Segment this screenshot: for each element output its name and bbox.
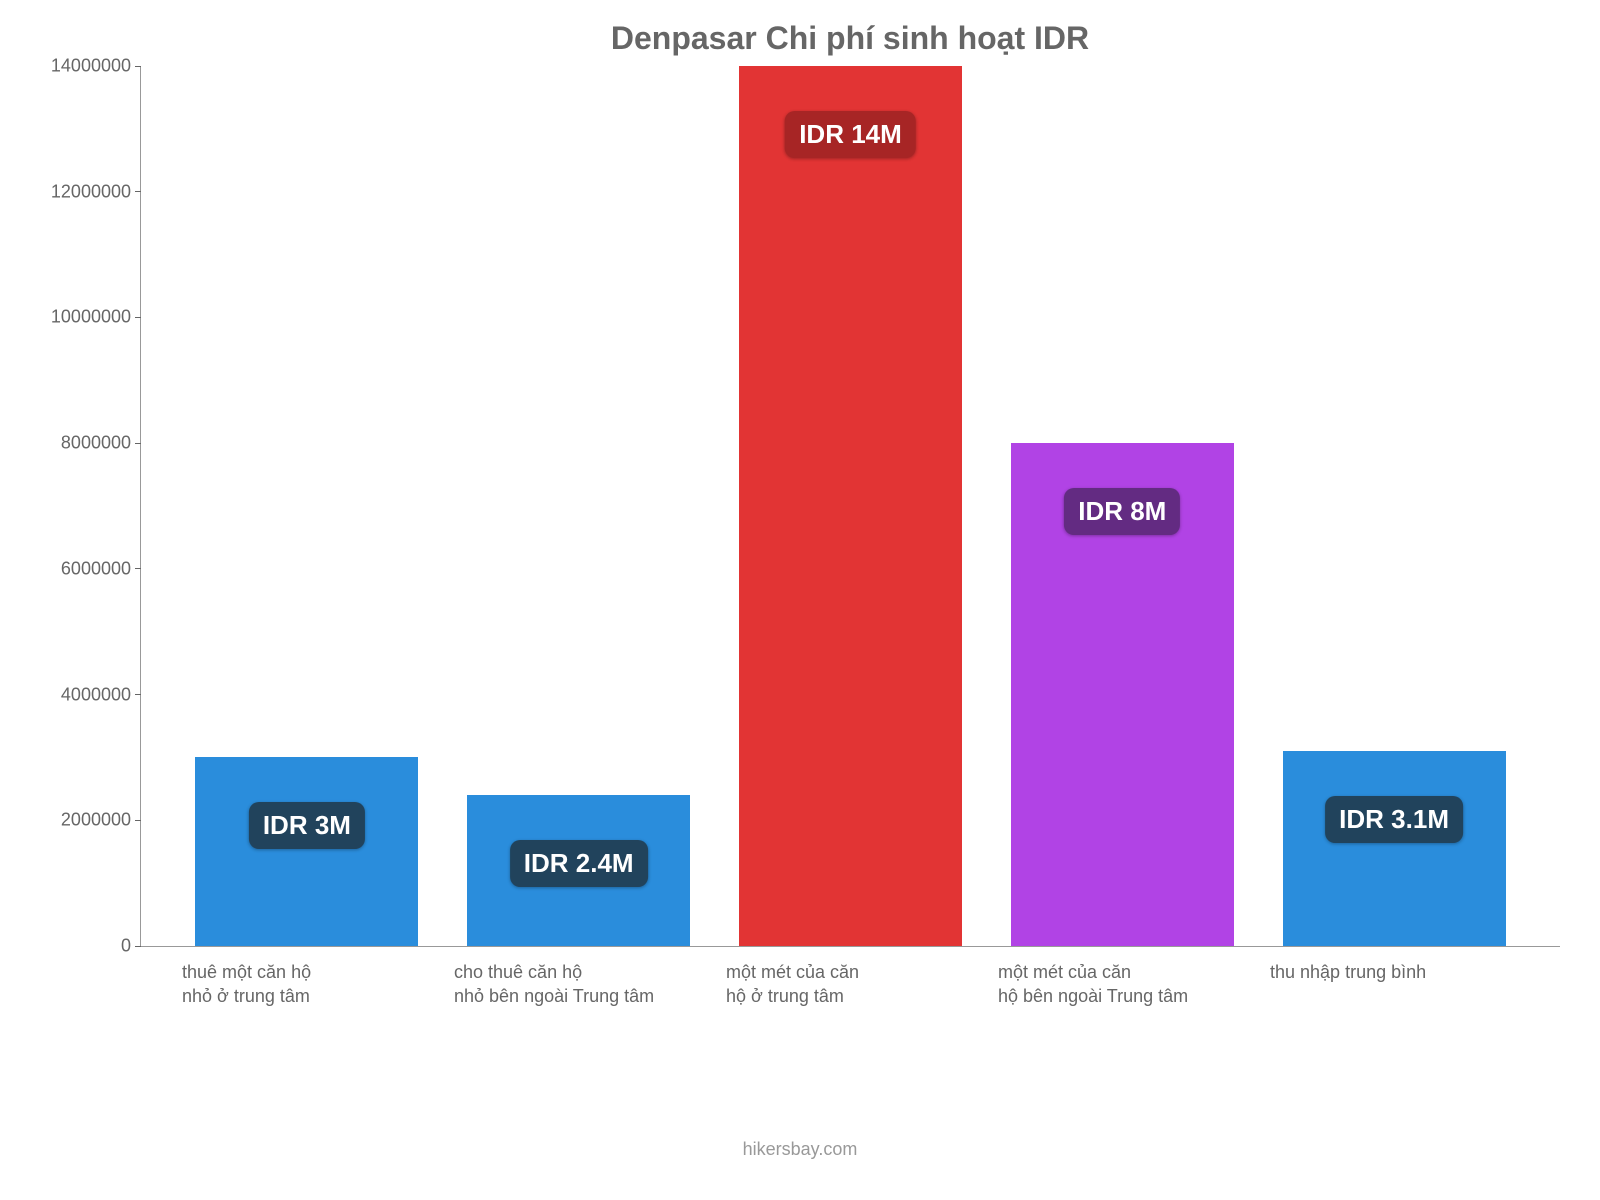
bar: IDR 2.4M xyxy=(467,795,690,946)
y-tick-label: 6000000 xyxy=(61,558,141,579)
attribution-text: hikersbay.com xyxy=(0,1139,1600,1160)
bars-group: IDR 3M IDR 2.4M IDR 14M IDR 8M IDR 3.1M xyxy=(141,67,1560,946)
y-tick-label: 2000000 xyxy=(61,810,141,831)
bar-slot: IDR 3.1M xyxy=(1258,67,1530,946)
value-badge: IDR 3M xyxy=(249,802,365,849)
bar: IDR 14M xyxy=(739,66,962,946)
value-badge: IDR 3.1M xyxy=(1325,796,1463,843)
y-tick-label: 12000000 xyxy=(51,181,141,202)
bar-slot: IDR 2.4M xyxy=(443,67,715,946)
y-tick-label: 8000000 xyxy=(61,433,141,454)
bar-slot: IDR 14M xyxy=(715,67,987,946)
bar: IDR 3M xyxy=(195,757,418,946)
x-axis-labels: thuê một căn hộnhỏ ở trung tâmcho thuê c… xyxy=(140,960,1560,1009)
y-tick-label: 10000000 xyxy=(51,307,141,328)
x-tick-label: thuê một căn hộnhỏ ở trung tâm xyxy=(170,960,442,1009)
value-badge: IDR 2.4M xyxy=(510,840,648,887)
value-badge: IDR 8M xyxy=(1064,488,1180,535)
x-tick-label: một mét của cănhộ ở trung tâm xyxy=(714,960,986,1009)
plot-area: IDR 3MIDR 2.4MIDR 14MIDR 8MIDR 3.1M 0200… xyxy=(140,67,1560,947)
chart-title: Denpasar Chi phí sinh hoạt IDR xyxy=(140,20,1560,57)
y-tick-label: 14000000 xyxy=(51,56,141,77)
x-tick-label: một mét của cănhộ bên ngoài Trung tâm xyxy=(986,960,1258,1009)
chart-container: Denpasar Chi phí sinh hoạt IDR IDR 3MIDR… xyxy=(0,0,1600,1200)
bar-slot: IDR 8M xyxy=(986,67,1258,946)
y-tick-label: 4000000 xyxy=(61,684,141,705)
x-tick-label: thu nhập trung bình xyxy=(1258,960,1530,1009)
bar: IDR 3.1M xyxy=(1283,751,1506,946)
bar-slot: IDR 3M xyxy=(171,67,443,946)
y-tick-label: 0 xyxy=(121,936,141,957)
x-tick-label: cho thuê căn hộnhỏ bên ngoài Trung tâm xyxy=(442,960,714,1009)
value-badge: IDR 14M xyxy=(785,111,916,158)
bar: IDR 8M xyxy=(1011,443,1234,946)
